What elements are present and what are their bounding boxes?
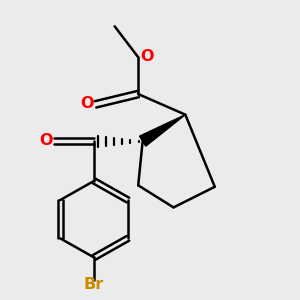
Polygon shape bbox=[140, 115, 185, 146]
Text: Br: Br bbox=[84, 277, 104, 292]
Text: O: O bbox=[39, 133, 53, 148]
Text: O: O bbox=[140, 49, 154, 64]
Text: O: O bbox=[80, 96, 94, 111]
